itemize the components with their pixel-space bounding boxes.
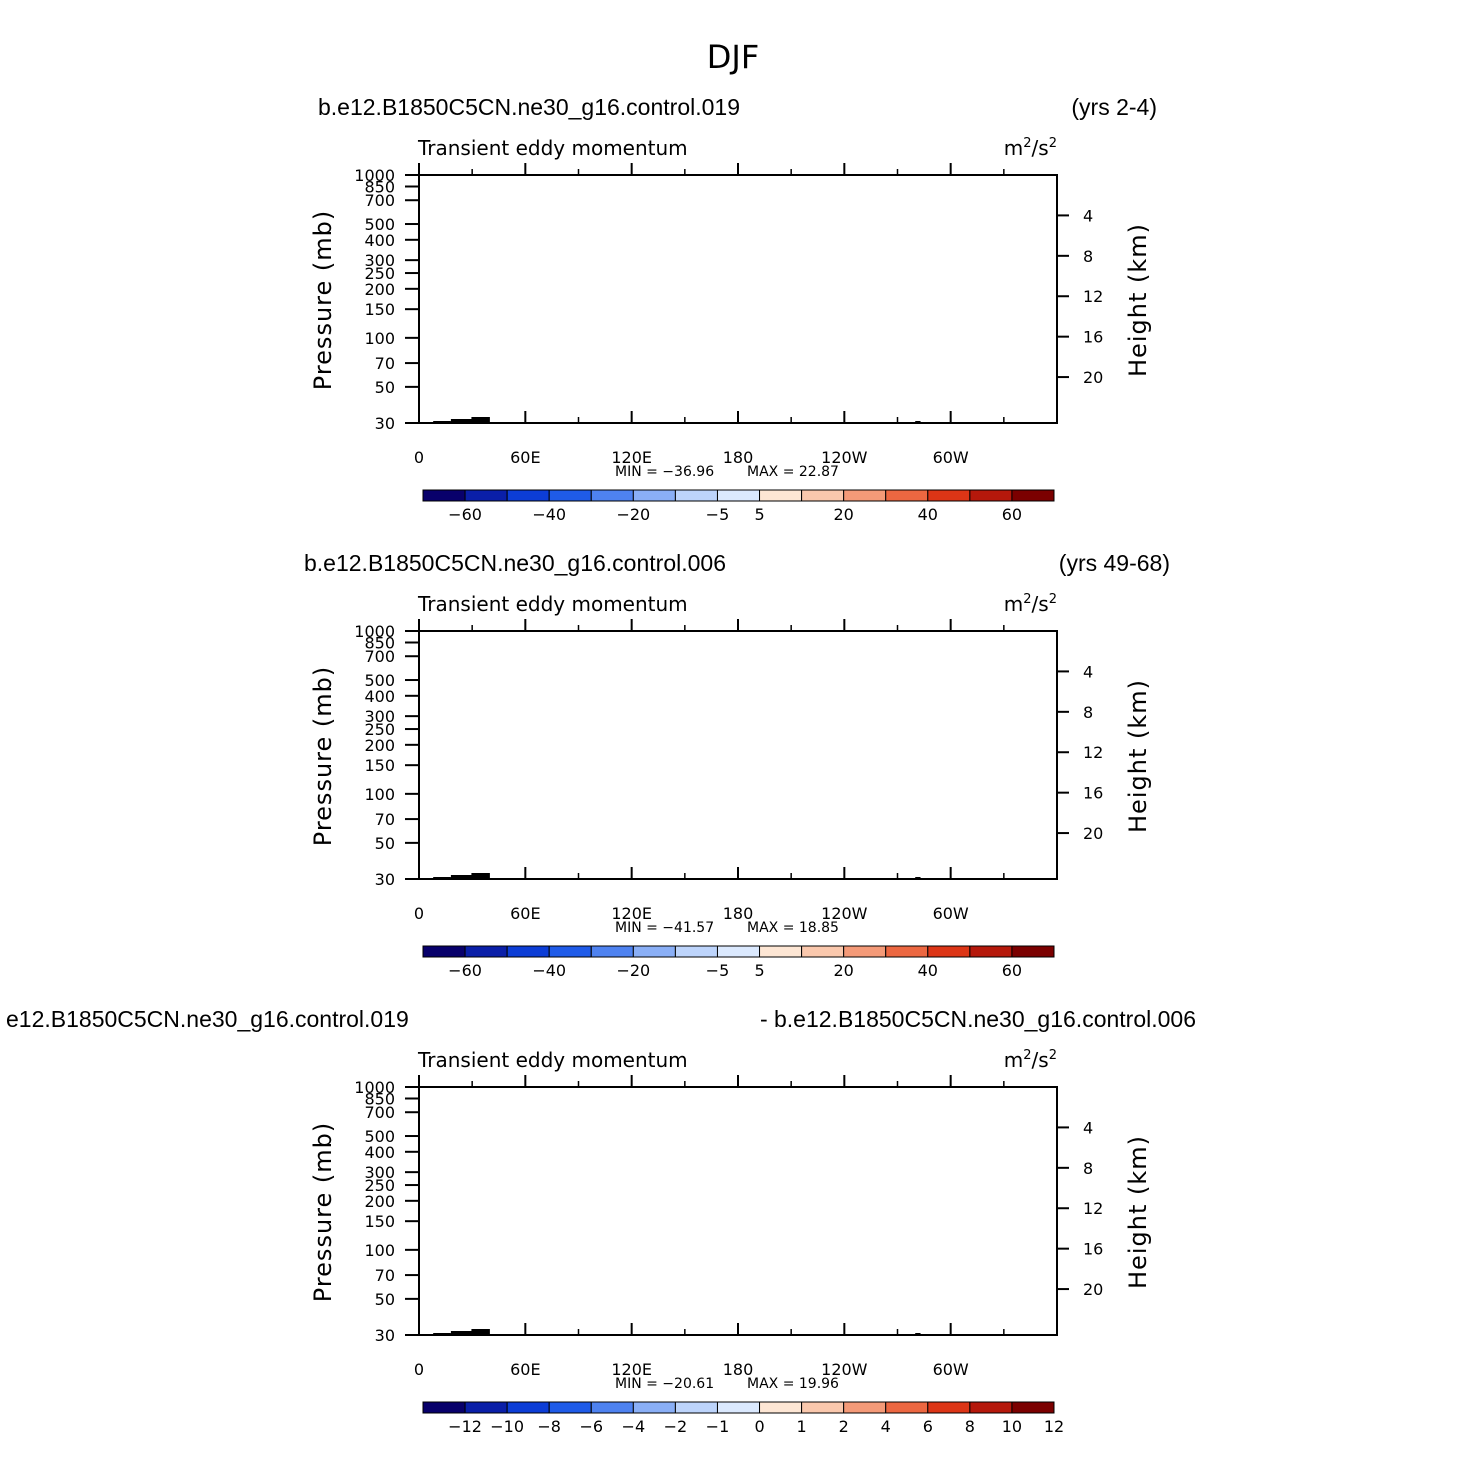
case-label: b.e12.B1850C5CN.ne30_g16.control.019 (318, 94, 740, 120)
units-exponent: 2 (1049, 136, 1057, 151)
figure-title: DJF (707, 38, 759, 76)
units-base: m (1004, 136, 1023, 160)
units-exponent: 2 (1023, 136, 1031, 151)
units-mid: /s (1032, 136, 1049, 160)
panel-1: b.e12.B1850C5CN.ne30_g16.control.019 (yrs… (309, 94, 1157, 524)
units-label: m2/s2 (1004, 136, 1057, 160)
variable-label: Transient eddy momentum (417, 136, 688, 160)
period-label: (yrs 2-4) (1071, 94, 1157, 120)
